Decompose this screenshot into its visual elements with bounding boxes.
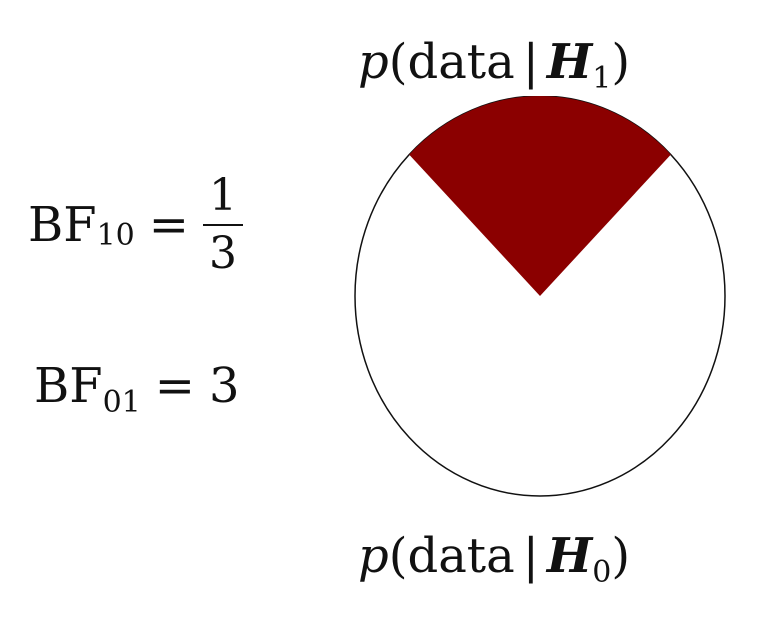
hypothesis-subscript: 1 [592, 61, 612, 96]
fraction-bar [202, 224, 243, 226]
data-text: (data [388, 528, 515, 584]
p-data-h0-label: p(data | H0) [358, 528, 630, 588]
bf10-equals: = [148, 197, 189, 253]
bf01-equals: = [154, 358, 195, 414]
h1-wedge [409, 96, 671, 297]
data-text: (data [388, 34, 515, 90]
close-paren: ) [611, 528, 631, 584]
given-bar: | [522, 34, 539, 90]
p-symbol: p [358, 34, 389, 90]
close-paren: ) [611, 34, 631, 90]
probability-pie [354, 96, 726, 497]
bf10-fraction: 1 3 [202, 170, 243, 279]
bf10-subscript: 10 [96, 217, 135, 253]
bf10-numerator: 1 [208, 170, 237, 221]
bf01-value: 3 [208, 358, 240, 414]
bf10-denominator: 3 [208, 228, 237, 279]
given-bar: | [522, 528, 539, 584]
hypothesis-symbol: H [546, 34, 593, 90]
bf01-equation: BF01 = 3 [34, 358, 240, 420]
bf01-subscript: 01 [102, 385, 141, 420]
bf10-base: BF [28, 197, 97, 253]
hypothesis-subscript: 0 [592, 555, 612, 590]
bf10-equation: BF 10 = 1 3 [28, 170, 243, 279]
p-symbol: p [358, 528, 389, 584]
p-data-h1-label: p(data | H1) [358, 34, 630, 94]
bf01-base: BF [34, 358, 103, 414]
hypothesis-symbol: H [546, 528, 593, 584]
